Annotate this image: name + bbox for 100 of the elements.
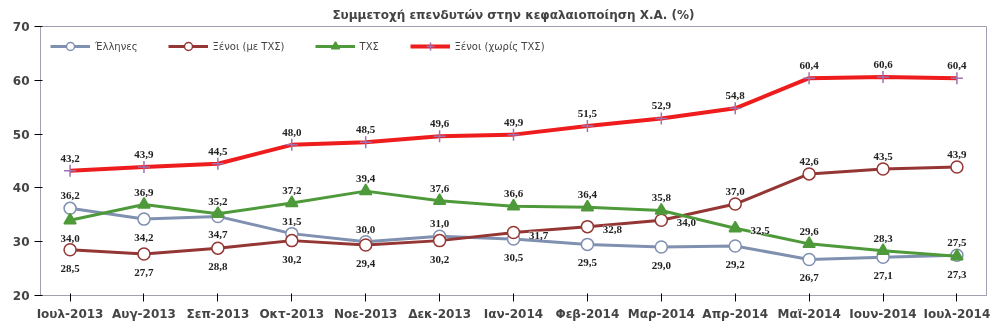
data-label: 34,0 (60, 232, 81, 245)
y-tick-label: 30 (12, 235, 30, 250)
point (728, 220, 742, 233)
point (802, 236, 816, 249)
x-tick-label: Ιουν-2014 (849, 306, 917, 321)
data-label: 27,7 (134, 266, 155, 279)
data-label: 28,8 (208, 260, 228, 273)
x-tick-label: Σεπ-2013 (186, 306, 250, 321)
data-label: 39,4 (356, 172, 376, 185)
point (211, 206, 225, 218)
data-label: 30,5 (503, 251, 524, 264)
x-tick-label: Μαρ-2014 (627, 306, 695, 321)
y-tick-label: 40 (12, 181, 30, 196)
x-tick-label: Δεκ-2013 (408, 306, 472, 321)
point (950, 160, 964, 174)
data-label: 51,5 (577, 107, 598, 120)
point (358, 183, 373, 196)
data-label: 29,6 (799, 224, 820, 237)
data-label: 52,9 (651, 99, 672, 112)
data-label: 37,2 (282, 183, 302, 196)
data-label: 44,5 (208, 144, 228, 157)
data-label: 36,9 (134, 185, 155, 198)
y-tick-label: 60 (12, 73, 30, 88)
data-label: 35,8 (651, 191, 672, 204)
point (63, 243, 77, 257)
data-label: 29,5 (577, 256, 598, 269)
data-label: 31,7 (528, 228, 549, 241)
point (580, 199, 595, 212)
point (580, 237, 595, 252)
point (137, 196, 151, 209)
x-tick-label: Φεβ-2014 (555, 306, 620, 321)
point (876, 243, 890, 256)
point (506, 198, 521, 211)
legend-label: Έλληνες (95, 40, 138, 52)
x-tick-label: Οκτ-2013 (259, 306, 325, 321)
data-label: 29,0 (651, 259, 672, 272)
point (506, 225, 521, 240)
chart-title: Συμμετοχή επενδυτών στην κεφαλαιοποίηση Χ.Α. (%) (332, 7, 695, 22)
data-label: 28,3 (873, 231, 894, 244)
x-tick-label: Ιουλ-2014 (923, 306, 991, 321)
point (432, 193, 447, 206)
data-label: 43,9 (947, 147, 968, 160)
data-label: 42,6 (799, 154, 820, 167)
point (63, 201, 77, 216)
x-tick-label: Ιαν-2014 (483, 306, 544, 321)
data-label: 27,3 (947, 268, 968, 281)
data-label: 48,5 (356, 123, 376, 136)
point (728, 239, 742, 253)
x-tick-label: Ιουλ-2013 (36, 306, 104, 321)
point (63, 212, 77, 225)
point (137, 212, 151, 226)
data-label: 48,0 (282, 125, 302, 138)
data-label: 54,8 (725, 89, 746, 102)
x-tick-label: Απρ-2014 (702, 306, 769, 321)
point (285, 233, 299, 248)
data-label: 34,2 (134, 231, 155, 244)
x-tick-label: Μαϊ-2014 (777, 306, 841, 321)
y-tick-label: 70 (12, 20, 30, 34)
y-tick-label: 50 (12, 127, 30, 142)
data-label: 35,2 (208, 194, 228, 207)
data-label: 36,2 (60, 189, 81, 202)
data-label: 37,0 (725, 185, 746, 198)
data-label: 37,6 (429, 181, 450, 194)
data-label: 28,5 (60, 261, 81, 274)
x-tick-label: Αυγ-2013 (112, 306, 176, 321)
legend-label: Ξένοι (χωρίς ΤΧΣ) (454, 40, 545, 52)
data-label: 60,4 (799, 59, 820, 72)
data-label: 26,7 (799, 271, 820, 284)
point (802, 167, 816, 181)
point (137, 247, 151, 261)
data-label: 31,0 (429, 217, 450, 230)
data-label: 27,5 (947, 236, 968, 249)
x-tick-label: Νοε-2013 (334, 306, 398, 321)
point (654, 240, 669, 254)
data-label: 30,0 (356, 222, 376, 235)
data-label: 60,4 (947, 59, 968, 72)
point (580, 219, 595, 234)
data-label: 43,5 (873, 150, 894, 163)
data-label: 29,2 (725, 258, 746, 270)
data-label: 60,6 (873, 58, 894, 71)
point (211, 241, 225, 255)
data-label: 43,2 (60, 151, 81, 164)
point (285, 195, 299, 208)
y-tick-label: 20 (12, 289, 30, 303)
point (876, 162, 890, 176)
data-label: 30,2 (429, 252, 450, 265)
point (654, 213, 669, 227)
point (728, 197, 742, 211)
data-label: 32,8 (602, 222, 623, 235)
data-label: 31,5 (282, 214, 302, 227)
data-label: 49,9 (503, 115, 524, 128)
data-label: 32,5 (750, 224, 771, 237)
data-label: 27,1 (873, 269, 893, 282)
point (802, 252, 816, 267)
data-label: 43,9 (134, 147, 155, 160)
data-label: 34,0 (676, 216, 697, 229)
point (654, 202, 669, 215)
data-label: 34,7 (208, 228, 228, 241)
point (358, 238, 373, 252)
data-label: 36,4 (577, 188, 598, 201)
